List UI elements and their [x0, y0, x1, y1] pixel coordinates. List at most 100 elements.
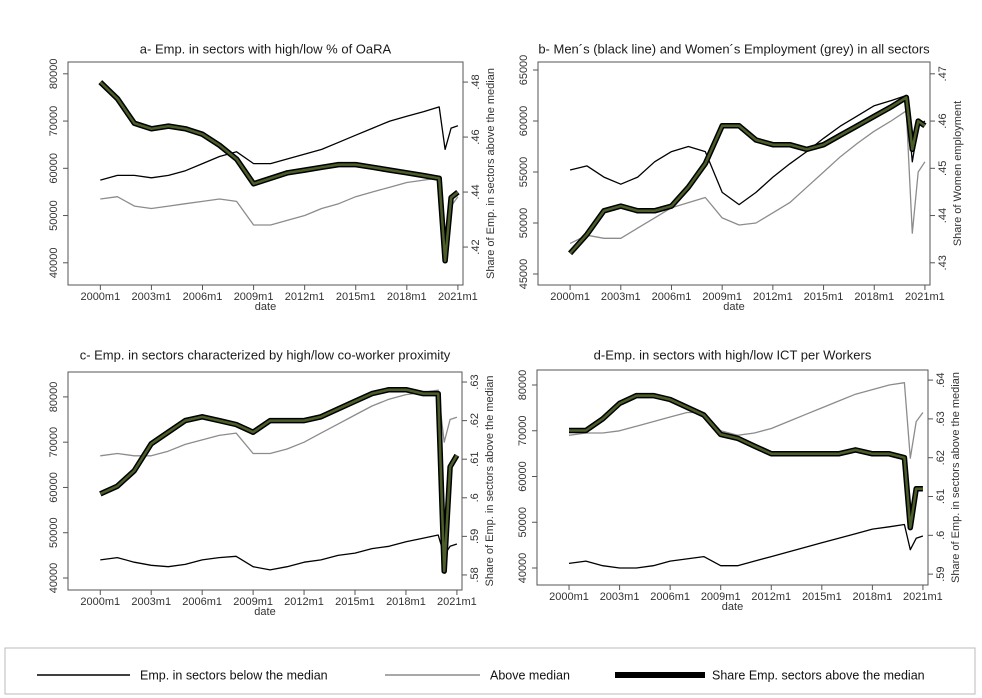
x-tick-label: 2012m1 — [751, 591, 791, 603]
share-line — [99, 388, 458, 573]
series-line — [569, 110, 926, 244]
legend-label: Above median — [490, 668, 570, 682]
y-tick-label: 70000 — [48, 427, 60, 458]
y2-tick-label: .44 — [937, 208, 949, 223]
share-line-outline — [569, 392, 923, 531]
y2-tick-label: .46 — [937, 113, 949, 128]
chart-title: d-Emp. in sectors with high/low ICT per … — [594, 347, 872, 362]
y-tick-label: 50000 — [518, 208, 530, 239]
x-tick-label: 2018m1 — [387, 291, 427, 303]
y-tick-label: 80000 — [517, 370, 529, 401]
y2-tick-label: .6 — [469, 493, 481, 502]
x-tick-label: 2015m1 — [335, 596, 375, 608]
y-tick-label: 50000 — [517, 507, 529, 538]
x-tick-label: 2006m1 — [183, 291, 223, 303]
y2-tick-label: .62 — [469, 413, 481, 428]
x-tick-label: 2006m1 — [650, 591, 690, 603]
y2-tick-label: .43 — [937, 255, 949, 270]
series-line — [100, 106, 459, 181]
x-tick-label: 2021m1 — [438, 291, 478, 303]
y2-tick-label: .58 — [469, 567, 481, 582]
y2-tick-label: .62 — [935, 450, 947, 465]
y2-axis-label: Share of Emp. in sectors above the media… — [484, 376, 496, 587]
x-axis-label: date — [255, 301, 276, 313]
y-tick-label: 40000 — [517, 553, 529, 584]
y2-tick-label: .42 — [470, 239, 482, 254]
y2-tick-label: .59 — [935, 566, 947, 581]
y2-tick-label: .46 — [470, 129, 482, 144]
y-tick-label: 60000 — [517, 461, 529, 492]
x-tick-label: 2003m1 — [131, 596, 171, 608]
x-tick-label: 2015m1 — [336, 291, 376, 303]
plot-frame — [536, 369, 929, 586]
y-tick-label: 70000 — [517, 415, 529, 446]
series-line — [100, 534, 458, 571]
y2-tick-label: .61 — [469, 452, 481, 467]
y2-tick-label: .59 — [469, 529, 481, 544]
share-line-outline — [99, 386, 460, 574]
series-line — [100, 177, 459, 236]
x-tick-label: 2012m1 — [753, 291, 793, 303]
series-line — [568, 382, 924, 459]
y2-tick-label: .45 — [937, 161, 949, 176]
share-line — [569, 394, 923, 529]
y-tick-label: 65000 — [518, 55, 530, 86]
x-tick-label: 2018m1 — [853, 591, 893, 603]
chart-title: b- Men´s (black line) and Women´s Employ… — [538, 41, 930, 56]
y-tick-label: 60000 — [518, 106, 530, 137]
y-tick-label: 40000 — [48, 563, 60, 594]
x-tick-label: 2018m1 — [386, 596, 426, 608]
x-tick-label: 2018m1 — [854, 291, 894, 303]
x-tick-label: 2000m1 — [549, 591, 589, 603]
y-tick-label: 55000 — [518, 157, 530, 188]
x-tick-label: 2012m1 — [285, 291, 325, 303]
x-axis-label: date — [722, 601, 743, 613]
x-axis-label: date — [254, 606, 275, 618]
share-line — [569, 96, 926, 255]
y-tick-label: 40000 — [48, 247, 60, 278]
x-tick-label: 2009m1 — [701, 591, 741, 603]
series-line — [568, 523, 924, 569]
y2-tick-label: .64 — [935, 372, 947, 387]
y2-tick-label: .61 — [935, 489, 947, 504]
y2-tick-label: .47 — [937, 66, 949, 81]
y-tick-label: 50000 — [48, 517, 60, 548]
x-tick-label: 2006m1 — [652, 291, 692, 303]
share-line — [99, 81, 459, 263]
plot-frame — [67, 61, 464, 286]
x-tick-label: 2006m1 — [182, 596, 222, 608]
y2-tick-label: .63 — [935, 411, 947, 426]
x-tick-label: 2021m1 — [905, 291, 945, 303]
y-tick-label: 70000 — [48, 106, 60, 137]
chart-title: a- Emp. in sectors with high/low % of Oa… — [140, 41, 392, 56]
share-line-outline — [568, 94, 927, 256]
x-tick-label: 2003m1 — [601, 291, 641, 303]
x-tick-label: 2000m1 — [550, 291, 590, 303]
y-tick-label: 50000 — [48, 200, 60, 231]
x-tick-label: 2003m1 — [132, 291, 172, 303]
y2-axis-label: Share of Emp. in sectors above the media… — [950, 372, 962, 583]
legend-label: Share Emp. sectors above the median — [712, 668, 925, 682]
x-tick-label: 2003m1 — [600, 591, 640, 603]
x-tick-label: 2009m1 — [702, 291, 742, 303]
y2-tick-label: .44 — [470, 184, 482, 199]
x-tick-label: 2009m1 — [233, 596, 273, 608]
x-tick-label: 2012m1 — [284, 596, 324, 608]
y-tick-label: 80000 — [48, 59, 60, 90]
x-tick-label: 2000m1 — [80, 596, 120, 608]
y2-axis-label: Share of Women employment — [952, 101, 964, 246]
plot-frame — [67, 371, 463, 591]
series-line — [569, 94, 926, 206]
x-tick-label: 2021m1 — [903, 591, 943, 603]
y-tick-label: 60000 — [48, 153, 60, 184]
x-tick-label: 2015m1 — [802, 591, 842, 603]
x-axis-label: date — [723, 301, 744, 313]
y2-tick-label: .6 — [935, 531, 947, 540]
y-tick-label: 80000 — [48, 382, 60, 413]
legend-box — [4, 647, 976, 695]
y2-tick-label: .48 — [470, 74, 482, 89]
y-tick-label: 60000 — [48, 472, 60, 503]
y2-tick-label: .63 — [469, 374, 481, 389]
